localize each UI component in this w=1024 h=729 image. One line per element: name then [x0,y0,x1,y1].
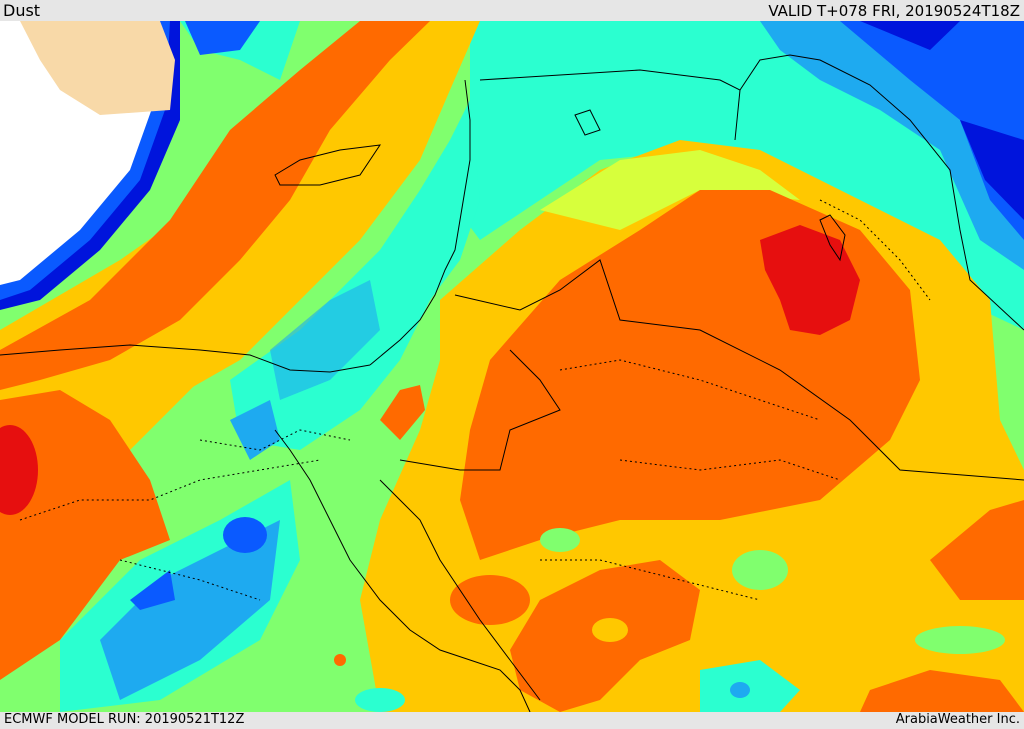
field-green-south-1 [732,550,788,590]
field-orange-med [0,21,430,390]
field-orange-south-3 [860,670,1024,712]
border-turkey [479,69,741,141]
field-orange-sinai [380,385,425,440]
field-deepblue-ne [860,21,1024,220]
field-skyblue-south [730,682,750,698]
dust-map[interactable] [0,21,1024,712]
coast-levant [369,79,471,366]
border-saudi-iraq [454,259,1024,481]
field-blue-egypt-2 [223,517,267,553]
coast-caspian-gulf [739,54,1024,331]
field-blue-ne [840,21,1024,240]
coast-red-sea-w [274,429,531,712]
field-orange-dot [334,654,346,666]
field-green-south-3 [540,528,580,552]
valid-time: VALID T+078 FRI, 20190524T18Z [768,2,1020,20]
coastlines [0,54,1024,712]
header-bar: Dust VALID T+078 FRI, 20190524T18Z [0,0,1024,21]
field-skyblue-sinai [230,400,280,460]
coast-cyprus [274,144,382,186]
borders [399,69,1024,481]
field-aqua-south [700,660,800,712]
field-orange-se [930,500,1024,600]
model-run: ECMWF MODEL RUN: 20190521T12Z [4,712,245,727]
coast-n-africa [0,344,371,373]
field-ygreen-north [540,150,800,230]
product-title: Dust [3,1,41,20]
land-anatolia [20,21,175,115]
field-orange-south-2 [450,575,530,625]
field-blue-egypt-1 [130,570,175,610]
admin-borders [19,199,931,601]
field-blue-nw [185,21,260,55]
field-red-libya [0,425,38,515]
field-yellow-spot [592,618,628,642]
border-jordan [399,349,561,471]
field-green-south-2 [915,626,1005,654]
coast-red-sea-e [379,479,541,701]
map-canvas [0,21,1024,712]
field-aqua-sudan [355,688,405,712]
brand-credit: ArabiaWeather Inc. [895,712,1020,727]
field-orange-libya [0,390,170,680]
footer-bar: ECMWF MODEL RUN: 20190521T12Z ArabiaWeat… [0,712,1024,729]
field-skyblue-egypt [100,520,280,700]
lake-iraq [819,214,846,262]
lake-van [574,109,601,136]
